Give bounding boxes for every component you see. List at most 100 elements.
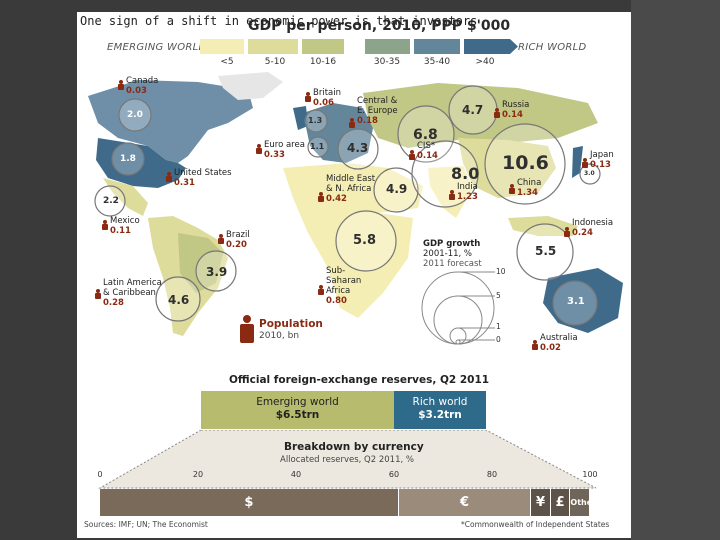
gdp-australia: 3.1 bbox=[567, 296, 585, 307]
legend-bin-6 bbox=[464, 39, 518, 54]
circle-latin-america bbox=[155, 276, 201, 322]
label-britain: Britain 0.06 bbox=[313, 88, 341, 108]
label-india: India 1.23 bbox=[457, 182, 478, 202]
legend-bin-1 bbox=[200, 39, 244, 54]
person-icon bbox=[349, 118, 355, 128]
person-icon bbox=[582, 158, 588, 168]
circle-mena bbox=[373, 167, 419, 213]
person-icon bbox=[218, 234, 224, 244]
label-china: China 1.34 bbox=[517, 178, 542, 198]
circle-china bbox=[484, 123, 566, 205]
gdp-indonesia: 5.5 bbox=[535, 244, 557, 258]
circle-euro-area bbox=[307, 136, 329, 158]
population-key-title: Population bbox=[259, 318, 323, 330]
legend-bin-label: >40 bbox=[475, 57, 495, 67]
gdp-latin-america: 4.6 bbox=[168, 293, 190, 307]
legend-rich-label: RICH WORLD bbox=[518, 42, 587, 53]
person-icon bbox=[305, 92, 311, 102]
breakdown-connector bbox=[98, 430, 597, 489]
person-icon bbox=[318, 285, 324, 295]
gdp-brazil: 3.9 bbox=[206, 265, 228, 279]
breakdown-axis-label: 20 bbox=[192, 470, 204, 479]
breakdown-axis-label: 80 bbox=[486, 470, 498, 479]
person-icon bbox=[318, 192, 324, 202]
legend-emerging-label: EMERGING WORLD bbox=[107, 42, 207, 53]
population-key-icon bbox=[240, 315, 254, 343]
map-europe bbox=[303, 103, 373, 163]
breakdown-segment: Other bbox=[570, 489, 596, 516]
gdp-japan: 3.0 bbox=[584, 170, 595, 177]
gdp-canada: 2.0 bbox=[127, 110, 143, 120]
map-sub-saharan-africa bbox=[293, 198, 413, 318]
person-icon bbox=[494, 108, 500, 118]
circle-japan bbox=[579, 163, 601, 185]
map-indonesia bbox=[508, 216, 578, 236]
person-icon bbox=[449, 190, 455, 200]
footnote: *Commonwealth of Independent States bbox=[461, 520, 610, 529]
gdp-united-states: 1.8 bbox=[120, 154, 136, 164]
circle-cis bbox=[397, 105, 455, 163]
label-indonesia: Indonesia 0.24 bbox=[572, 218, 614, 238]
gdp-key-tick: 5 bbox=[496, 291, 501, 300]
label-euro-area: Euro area 0.33 bbox=[264, 140, 305, 160]
person-icon bbox=[118, 80, 124, 90]
legend-bin-4 bbox=[365, 39, 410, 54]
reserves-title: Official foreign-exchange reserves, Q2 2… bbox=[229, 374, 490, 386]
person-icon bbox=[95, 289, 101, 299]
gdp-key-tick: 10 bbox=[496, 267, 506, 276]
label-sub-saharan: Sub-Saharan Africa 0.80 bbox=[326, 266, 362, 306]
circle-indonesia bbox=[516, 223, 574, 281]
map-canada bbox=[88, 80, 253, 163]
gdp-key-tick: 1 bbox=[496, 322, 501, 331]
legend-bin-label: 30-35 bbox=[373, 57, 401, 67]
gdp-russia: 4.7 bbox=[462, 103, 484, 117]
breakdown-axis-label: 40 bbox=[290, 470, 302, 479]
person-icon bbox=[532, 340, 538, 350]
legend-bin-label: 5-10 bbox=[264, 57, 286, 67]
gdp-central-europe: 4.3 bbox=[347, 141, 369, 155]
gdp-cis: 6.8 bbox=[413, 127, 438, 143]
map-mexico bbox=[103, 178, 148, 216]
breakdown-segment: ¥ bbox=[531, 489, 550, 516]
person-icon bbox=[409, 150, 415, 160]
legend-bin-5 bbox=[414, 39, 460, 54]
label-central-europe: Central & E. Europe 0.18 bbox=[357, 96, 398, 126]
source-note: Sources: IMF; UN; The Economist bbox=[84, 520, 208, 529]
legend-bin-3 bbox=[302, 39, 344, 54]
gdp-euro-area: 1.1 bbox=[310, 142, 325, 151]
label-canada: Canada 0.03 bbox=[126, 76, 159, 96]
breakdown-axis-label: 60 bbox=[388, 470, 400, 479]
map-britain bbox=[293, 106, 308, 130]
circle-mexico bbox=[94, 185, 126, 217]
gdp-britain: 1.3 bbox=[308, 116, 323, 125]
label-australia: Australia 0.02 bbox=[540, 333, 578, 353]
map-russia bbox=[363, 83, 598, 148]
person-icon bbox=[509, 184, 515, 194]
gdp-china: 10.6 bbox=[502, 152, 549, 174]
map-china bbox=[458, 138, 556, 198]
breakdown-axis-label: 0 bbox=[97, 470, 103, 479]
circle-united-states bbox=[111, 142, 145, 176]
gdp-sub-saharan: 5.8 bbox=[353, 233, 377, 248]
circle-central-europe bbox=[337, 128, 379, 170]
person-icon bbox=[564, 227, 570, 237]
label-united-states: United States 0.31 bbox=[174, 168, 232, 188]
gdp-mena: 4.9 bbox=[386, 182, 408, 196]
label-mexico: Mexico 0.11 bbox=[110, 216, 140, 236]
breakdown-title: Breakdown by currency bbox=[284, 441, 424, 453]
chart-title: GDP per person, 2010, PPP $'000 bbox=[248, 18, 511, 34]
world-map bbox=[88, 72, 623, 336]
breakdown-subtitle: Allocated reserves, Q2 2011, % bbox=[280, 455, 414, 465]
right-sidebar bbox=[631, 0, 720, 540]
map-brazil bbox=[178, 233, 223, 293]
label-russia: Russia 0.14 bbox=[502, 100, 530, 120]
population-key-unit: 2010, bn bbox=[259, 331, 300, 341]
circle-sub-saharan bbox=[335, 210, 397, 272]
person-icon bbox=[102, 220, 108, 230]
legend-bar bbox=[200, 39, 518, 54]
circle-canada bbox=[118, 98, 152, 132]
breakdown-axis-label: 100 bbox=[582, 470, 598, 479]
map-greenland bbox=[218, 72, 283, 100]
slide-caption: One sign of a shift in economic power is… bbox=[80, 14, 478, 28]
circle-india bbox=[411, 140, 479, 208]
